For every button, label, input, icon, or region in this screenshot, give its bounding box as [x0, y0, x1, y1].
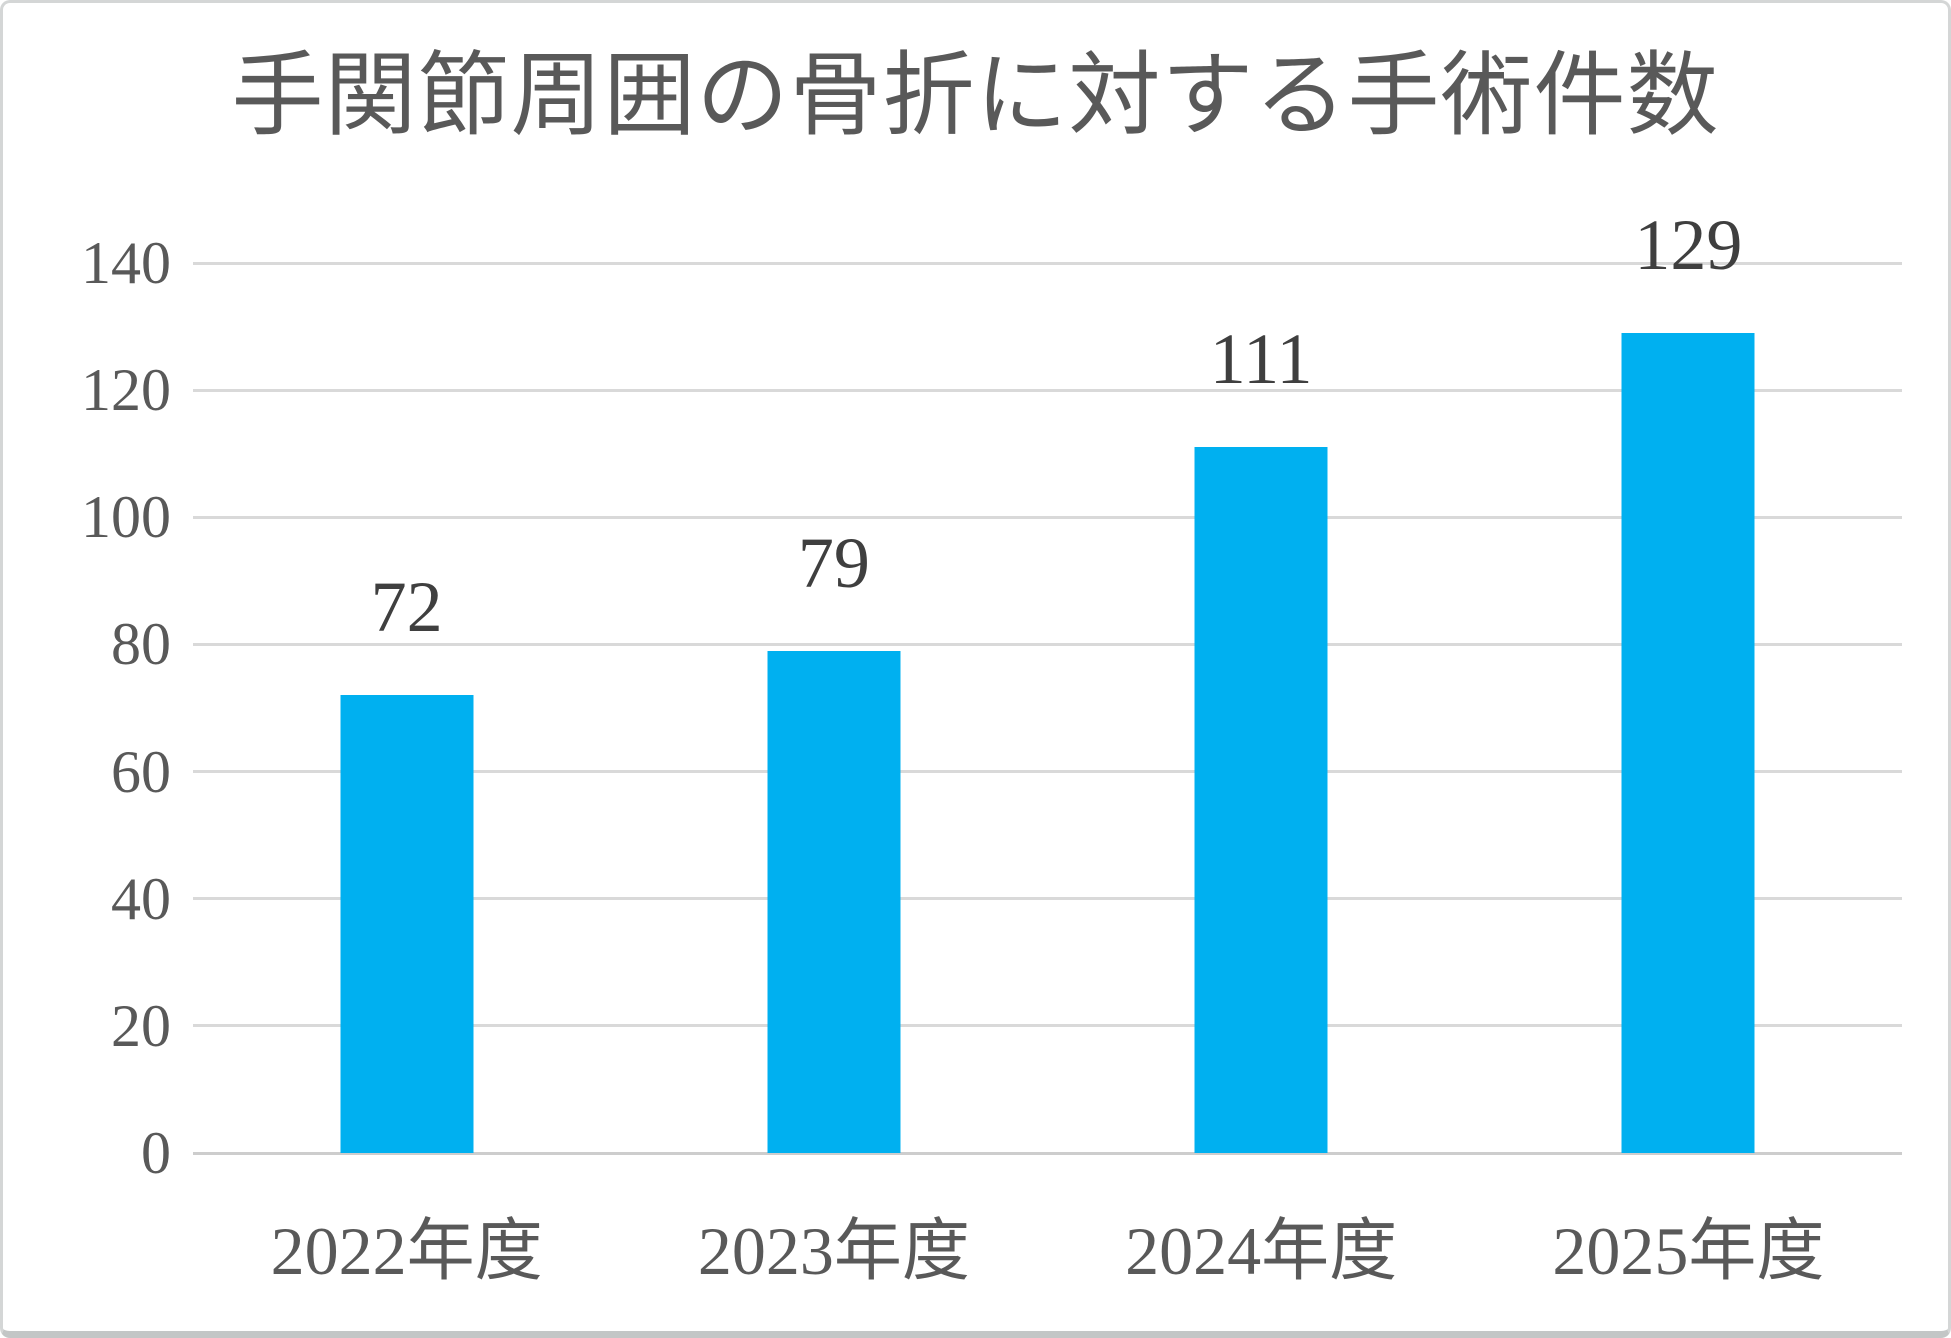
y-tick-label-80: 80	[111, 611, 171, 678]
bar-2023年度	[767, 650, 901, 1153]
gridline-60	[193, 770, 1902, 774]
gridline-100	[193, 515, 1902, 519]
y-tick-label-0: 0	[141, 1120, 171, 1186]
category-slot-2022年度: 72	[193, 263, 620, 1153]
y-tick-label-100: 100	[81, 484, 171, 551]
bar-2024年度	[1194, 447, 1328, 1153]
plot-area: 72 79 111 129	[193, 209, 1902, 1155]
gridline-140	[193, 261, 1902, 265]
y-tick-label-20: 20	[111, 992, 171, 1059]
category-slot-2025年度: 129	[1475, 209, 1902, 1153]
x-axis: 2022年度 2023年度 2024年度 2025年度	[193, 1201, 1902, 1301]
value-label-2024年度: 111	[1209, 319, 1313, 400]
category-slot-2023年度: 79	[620, 263, 1047, 1153]
y-tick-label-60: 60	[111, 738, 171, 805]
x-axis-label-2023年度: 2023年度	[697, 1213, 970, 1289]
y-tick-label-140: 140	[81, 230, 171, 296]
gridline-40	[193, 897, 1902, 901]
category-slot-2024年度: 111	[1048, 263, 1475, 1153]
value-label-2022年度: 72	[370, 567, 443, 648]
gridline-0	[193, 1151, 1902, 1155]
gridline-20	[193, 1024, 1902, 1028]
gridline-80	[193, 642, 1902, 646]
y-axis: 0 20 40 60 80 100 120 140	[3, 230, 171, 1186]
gridline-120	[193, 388, 1902, 392]
bar-2022年度	[340, 695, 474, 1153]
x-axis-label-2022年度: 2022年度	[270, 1213, 543, 1289]
y-tick-label-40: 40	[111, 865, 171, 932]
chart-title: 手関節周囲の骨折に対する手術件数	[231, 45, 1720, 147]
x-axis-label-2025年度: 2025年度	[1552, 1213, 1825, 1289]
y-tick-label-120: 120	[81, 357, 171, 424]
bar-2025年度	[1621, 332, 1755, 1153]
x-axis-label-2024年度: 2024年度	[1125, 1213, 1398, 1289]
value-label-2025年度: 129	[1634, 204, 1743, 285]
value-label-2023年度: 79	[797, 522, 870, 603]
